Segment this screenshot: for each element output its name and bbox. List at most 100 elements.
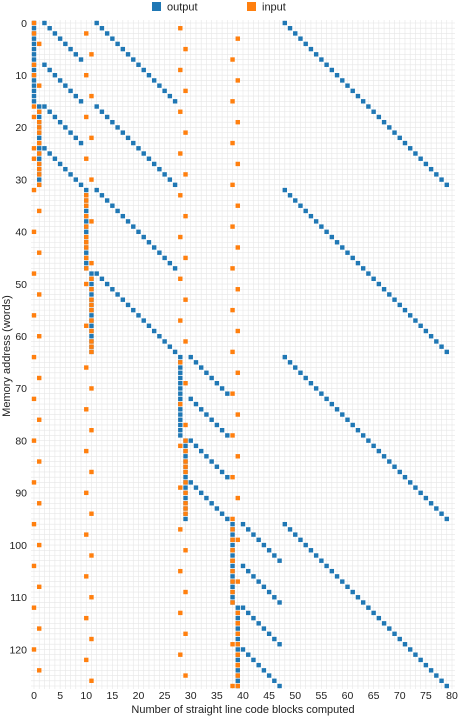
output-point (136, 62, 141, 67)
x-tick-label: 50 (289, 690, 301, 702)
output-point (387, 292, 392, 297)
input-point (89, 511, 94, 516)
output-point (178, 375, 183, 381)
output-point (340, 245, 345, 250)
output-point (360, 433, 366, 438)
input-point (37, 140, 42, 146)
output-point (293, 532, 298, 537)
output-point (240, 521, 246, 527)
output-point (131, 307, 136, 313)
output-point (120, 213, 126, 219)
output-point (157, 250, 162, 255)
output-point (298, 537, 303, 543)
output-point (251, 574, 256, 579)
input-point (37, 542, 42, 548)
output-point (282, 20, 287, 26)
y-tick-label: 80 (15, 435, 27, 447)
y-tick-label: 120 (9, 644, 27, 656)
output-point (104, 31, 110, 36)
output-point (308, 213, 314, 219)
output-point (387, 125, 392, 130)
input-point (89, 307, 94, 313)
output-point (303, 375, 308, 381)
x-axis-label: Number of straight line code blocks comp… (131, 704, 354, 716)
output-point (298, 370, 303, 375)
input-point (89, 302, 94, 308)
output-point (381, 621, 387, 626)
input-point (183, 511, 188, 516)
x-tick-label: 5 (57, 690, 63, 702)
output-point (31, 83, 37, 88)
output-point (428, 166, 434, 172)
output-point (360, 600, 366, 605)
y-tick-label: 50 (15, 279, 27, 291)
output-point (146, 240, 152, 245)
output-point (73, 177, 78, 182)
output-point (345, 250, 350, 255)
input-point (31, 62, 37, 67)
output-point (413, 318, 418, 323)
input-point (230, 474, 235, 480)
output-point (162, 255, 167, 261)
output-point (188, 354, 193, 360)
output-point (63, 41, 68, 47)
y-tick-label: 20 (15, 122, 27, 134)
input-point (230, 307, 235, 313)
output-point (178, 433, 183, 438)
output-point (131, 140, 136, 146)
output-point (120, 297, 126, 302)
input-point (37, 250, 42, 255)
input-point (183, 480, 188, 485)
output-point (183, 474, 188, 480)
output-point (428, 501, 434, 506)
input-point (178, 401, 183, 407)
output-point (115, 125, 120, 130)
output-point (282, 521, 287, 527)
output-point (345, 417, 350, 422)
output-point (188, 438, 193, 443)
input-point (235, 370, 240, 375)
output-point (251, 532, 256, 537)
input-point (183, 213, 188, 219)
output-point (52, 31, 58, 36)
output-point (42, 20, 47, 26)
input-point (84, 114, 89, 120)
y-tick-label: 10 (15, 70, 27, 82)
input-point (37, 375, 42, 381)
output-point (402, 642, 408, 647)
input-point (84, 657, 89, 663)
input-point (235, 652, 240, 657)
output-point (115, 41, 120, 47)
output-point (287, 26, 293, 31)
input-point (84, 213, 89, 219)
input-point (178, 485, 183, 490)
input-point (84, 490, 89, 496)
input-point (89, 260, 94, 266)
output-point (57, 36, 63, 41)
output-point (355, 595, 361, 600)
output-point (47, 67, 52, 73)
output-point (151, 78, 157, 83)
output-point (199, 490, 204, 496)
output-point (319, 224, 324, 229)
input-point (235, 662, 240, 668)
output-point (52, 156, 58, 161)
input-point (235, 495, 240, 501)
output-point (63, 166, 68, 172)
input-point (37, 41, 42, 47)
output-point (277, 642, 282, 647)
x-tick-label: 65 (368, 690, 380, 702)
input-point (183, 448, 188, 454)
output-point (84, 229, 89, 235)
output-point (277, 600, 282, 605)
input-point (230, 99, 235, 104)
input-point (230, 589, 235, 595)
output-point (178, 381, 183, 386)
output-point (84, 208, 89, 214)
output-point (381, 287, 387, 292)
output-point (324, 396, 329, 402)
input-point (84, 224, 89, 229)
input-point (84, 574, 89, 579)
output-point (366, 271, 371, 276)
output-point (94, 187, 99, 193)
